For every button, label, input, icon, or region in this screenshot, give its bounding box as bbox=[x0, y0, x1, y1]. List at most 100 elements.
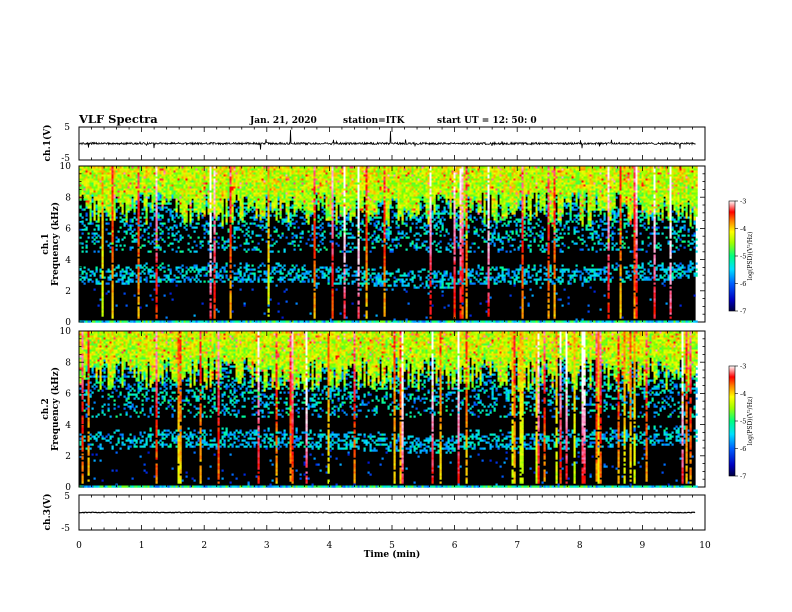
spectrogram-cell bbox=[88, 223, 90, 225]
spectrogram-cell bbox=[92, 215, 94, 217]
spectrogram-cell bbox=[188, 171, 190, 173]
spectrogram-cell bbox=[120, 271, 122, 273]
spectrogram-cell bbox=[322, 273, 324, 275]
spectrogram-cell bbox=[180, 181, 182, 183]
spectrogram-cell bbox=[324, 169, 326, 171]
spectrogram-cell bbox=[128, 267, 130, 269]
spectrogram-cell bbox=[176, 239, 178, 241]
spectrogram-cell bbox=[344, 307, 346, 309]
spectrogram-cell bbox=[152, 187, 154, 189]
spectrogram-cell bbox=[202, 193, 204, 195]
spectrogram-cell bbox=[348, 203, 350, 205]
spectrogram-cell bbox=[308, 173, 310, 175]
spectrogram-cell bbox=[142, 173, 144, 175]
spectrogram-cell bbox=[210, 225, 212, 227]
spectrogram-cell bbox=[132, 195, 134, 197]
spectrogram-cell bbox=[132, 237, 134, 239]
spectrogram-cell bbox=[302, 269, 304, 271]
spectrogram-cell bbox=[246, 207, 248, 209]
spectrogram-cell bbox=[286, 181, 288, 183]
spectrogram-cell bbox=[132, 207, 134, 209]
spectrogram-cell bbox=[314, 219, 316, 221]
spectrogram-cell bbox=[306, 193, 308, 195]
spectrogram-cell bbox=[340, 179, 342, 181]
spectrogram-cell bbox=[148, 173, 150, 175]
spectrogram-cell bbox=[282, 173, 284, 175]
spectrogram-cell bbox=[256, 183, 258, 185]
spectrogram-cell bbox=[278, 195, 280, 197]
spectrogram-cell bbox=[164, 191, 166, 193]
spectrogram-cell bbox=[172, 233, 174, 235]
spectrogram-cell bbox=[300, 187, 302, 189]
spectrogram-cell bbox=[276, 175, 278, 177]
spectrogram-cell bbox=[86, 205, 88, 207]
spectrogram-cell bbox=[100, 197, 102, 199]
spectrogram-cell bbox=[162, 279, 164, 281]
spectrogram-cell bbox=[212, 175, 214, 177]
spectrogram-cell bbox=[224, 267, 226, 269]
spectrogram-cell bbox=[86, 185, 88, 187]
spectrogram-cell bbox=[314, 311, 316, 313]
spectrogram-cell bbox=[238, 215, 240, 217]
spectrogram-cell bbox=[280, 181, 282, 183]
spectrogram-cell bbox=[210, 233, 212, 235]
spectrogram-cell bbox=[268, 225, 270, 227]
spectrogram-cell bbox=[166, 183, 168, 185]
spectrogram-cell bbox=[274, 199, 276, 201]
spectrogram-cell bbox=[244, 211, 246, 213]
spectrogram-cell bbox=[266, 197, 268, 199]
spectrogram-cell bbox=[314, 203, 316, 205]
spectrogram-cell bbox=[168, 189, 170, 191]
spectrogram-cell bbox=[236, 279, 238, 281]
spectrogram-cell bbox=[96, 193, 98, 195]
spectrogram-cell bbox=[122, 177, 124, 179]
spectrogram-cell bbox=[108, 215, 110, 217]
spectrogram-cell bbox=[216, 217, 218, 219]
spectrogram-cell bbox=[86, 199, 88, 201]
spectrogram-cell bbox=[254, 179, 256, 181]
spectrogram-cell bbox=[344, 215, 346, 217]
spectrogram-cell bbox=[96, 187, 98, 189]
spectrogram-cell bbox=[112, 239, 114, 241]
spectrogram-cell bbox=[124, 199, 126, 201]
spectrogram-cell bbox=[174, 195, 176, 197]
spectrogram-cell bbox=[210, 245, 212, 247]
spectrogram-cell bbox=[168, 187, 170, 189]
spectrogram-cell bbox=[96, 191, 98, 193]
spectrogram-cell bbox=[180, 211, 182, 213]
spectrogram-cell bbox=[306, 189, 308, 191]
spectrogram-cell bbox=[134, 209, 136, 211]
spectrogram-cell bbox=[278, 197, 280, 199]
spectrogram-cell bbox=[178, 193, 180, 195]
spectrogram-cell bbox=[152, 275, 154, 277]
spectrogram-cell bbox=[220, 177, 222, 179]
spectrogram-cell bbox=[130, 167, 132, 169]
spectrogram-cell bbox=[102, 233, 104, 235]
spectrogram-cell bbox=[288, 227, 290, 229]
spectrogram-cell bbox=[220, 173, 222, 175]
spectrogram-cell bbox=[146, 205, 148, 207]
spectrogram-cell bbox=[292, 281, 294, 283]
spectrogram-cell bbox=[344, 189, 346, 191]
spectrogram-cell bbox=[176, 189, 178, 191]
spectrogram-cell bbox=[344, 289, 346, 291]
spectrogram-cell bbox=[210, 215, 212, 217]
spectrogram-cell bbox=[182, 207, 184, 209]
spectrogram-cell bbox=[146, 167, 148, 169]
spectrogram-cell bbox=[336, 203, 338, 205]
spectrogram-cell bbox=[348, 251, 350, 253]
spectrogram-cell bbox=[314, 237, 316, 239]
spectrogram-cell bbox=[276, 285, 278, 287]
spectrogram-cell bbox=[346, 321, 348, 323]
spectrogram-cell bbox=[340, 227, 342, 229]
spectrogram-cell bbox=[344, 259, 346, 261]
spectrogram-cell bbox=[332, 213, 334, 215]
spectrogram-cell bbox=[314, 315, 316, 317]
spectrogram-cell bbox=[314, 265, 316, 267]
spectrogram-cell bbox=[122, 185, 124, 187]
spectrogram-cell bbox=[330, 191, 332, 193]
spectrogram-cell bbox=[344, 291, 346, 293]
spectrogram-cell bbox=[290, 223, 292, 225]
spectrogram-cell bbox=[120, 171, 122, 173]
spectrogram-cell bbox=[304, 269, 306, 271]
